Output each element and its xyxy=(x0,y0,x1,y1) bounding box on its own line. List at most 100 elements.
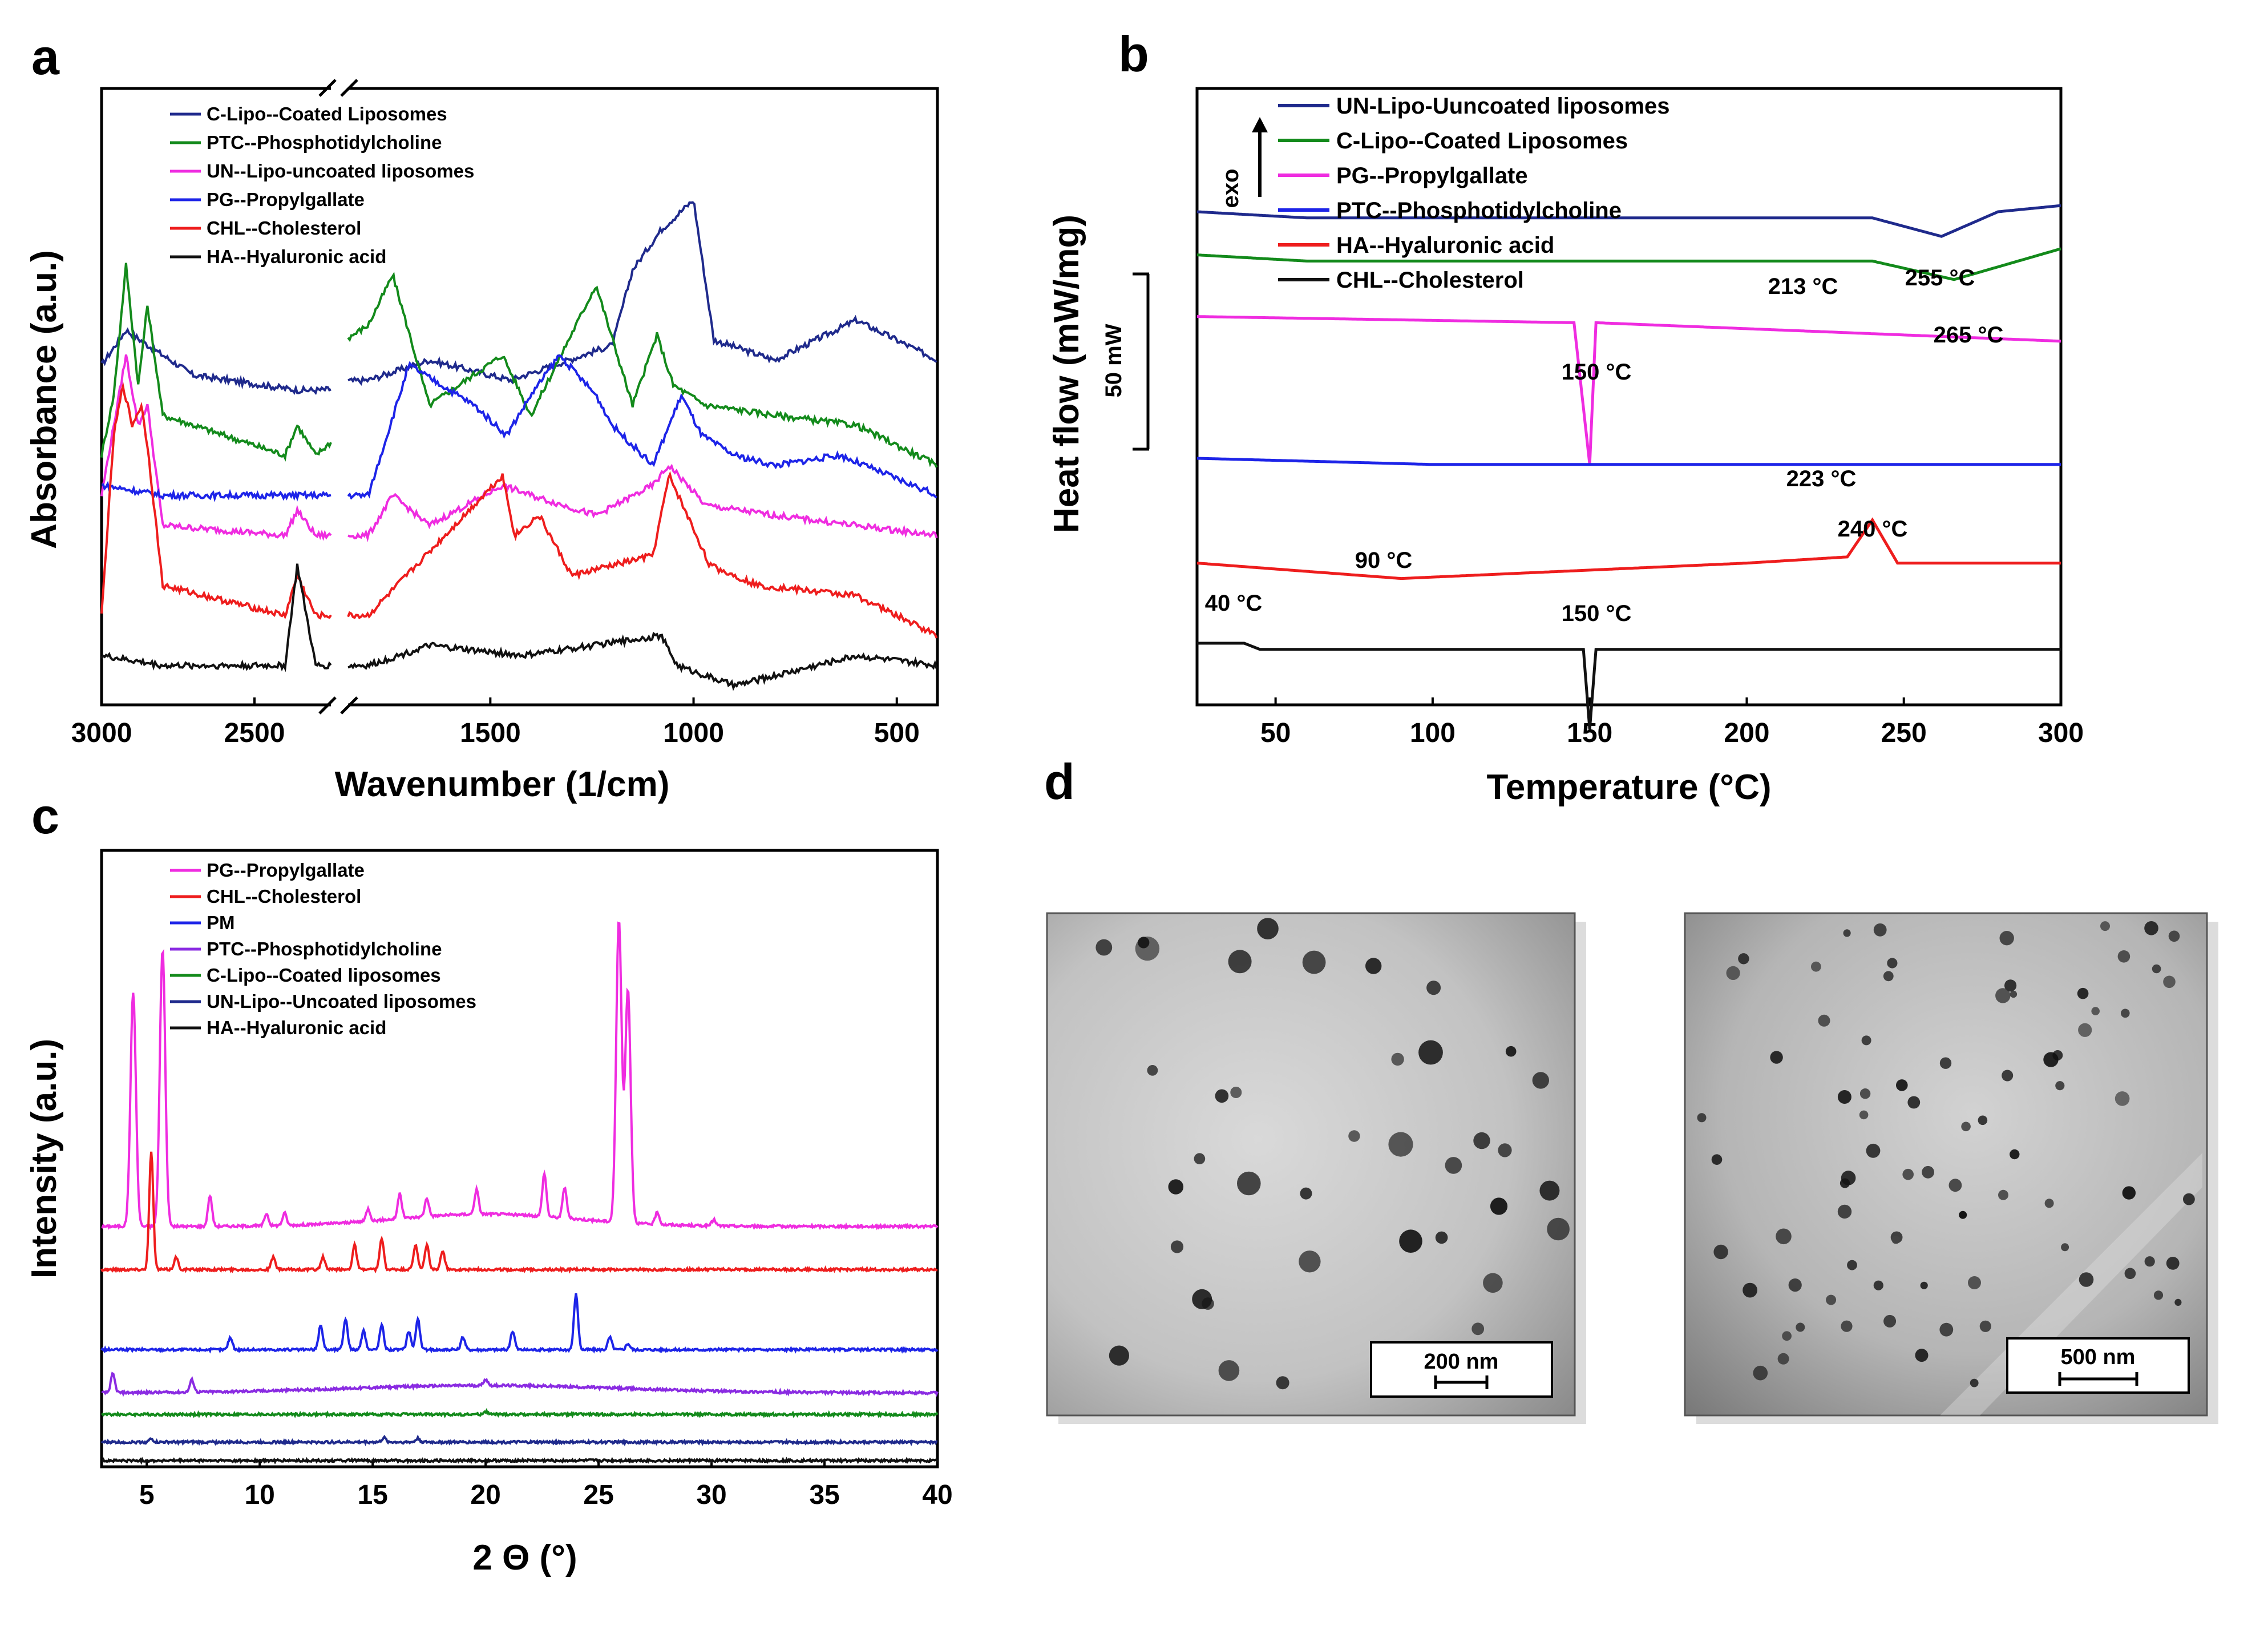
nanoparticle xyxy=(1811,961,1821,972)
nanoparticle xyxy=(1276,1376,1289,1390)
scale-label-left: 200 nm xyxy=(1424,1350,1499,1374)
x-tick-label: 200 xyxy=(1724,718,1769,748)
nanoparticle xyxy=(2052,1050,2063,1060)
series-line-a xyxy=(100,382,332,620)
annotation-150-pg: 150 °C xyxy=(1562,360,1632,385)
nanoparticle xyxy=(1939,1057,1952,1069)
tem-image-left: 200 nm xyxy=(1046,912,1586,1424)
series-line-b xyxy=(1196,517,2061,580)
nanoparticle xyxy=(1095,939,1113,956)
series-line-a xyxy=(347,631,938,691)
nanoparticle xyxy=(1896,1079,1908,1091)
nanoparticle xyxy=(1970,1378,1979,1387)
legend-entry: UN--Lipo-uncoated liposomes xyxy=(207,160,474,181)
nanoparticle xyxy=(1859,1110,1869,1120)
nanoparticle xyxy=(1168,1179,1184,1195)
legend-entry: PG--Propylgallate xyxy=(207,189,365,210)
x-tick-label: 300 xyxy=(2038,718,2084,748)
x-axis-title-c: 2 Θ (°) xyxy=(472,1538,577,1578)
nanoparticle xyxy=(1999,931,2014,946)
legend-entry: HA--Hyaluronic acid xyxy=(207,246,386,267)
nanoparticle xyxy=(2174,1298,2182,1306)
axis-break-mark-bottom-right xyxy=(340,696,358,715)
x-tick-label: 3000 xyxy=(71,718,132,748)
series-lines-c xyxy=(100,921,939,1465)
nanoparticle xyxy=(1861,1035,1871,1046)
nanoparticle xyxy=(1887,958,1898,969)
plot-c-frame xyxy=(100,849,939,1469)
nanoparticle xyxy=(2124,1268,2136,1280)
nanoparticle xyxy=(1738,953,1749,965)
nanoparticle xyxy=(1753,1365,1768,1381)
nanoparticle xyxy=(1426,981,1441,995)
exo-arrow-icon xyxy=(1252,117,1268,197)
nanoparticle xyxy=(1228,950,1252,974)
panel-a: a 3000 2500 1500 1000 500 C-Lipo--Coated Lip… xyxy=(25,29,939,804)
legend-b: UN-Lipo-Uuncoated liposomes C-Lipo--Coate… xyxy=(1278,94,1669,293)
panel-d-label: d xyxy=(1044,753,1075,810)
x-tick-label: 30 xyxy=(696,1480,726,1510)
nanoparticle xyxy=(2055,1081,2065,1091)
nanoparticle xyxy=(1202,1297,1214,1310)
nanoparticle xyxy=(1979,1320,1991,1332)
nanoparticle xyxy=(1713,1244,1728,1260)
series-line-c xyxy=(101,921,939,1231)
y-axis-title-c: Intensity (a.u.) xyxy=(25,1039,64,1278)
series-line-b xyxy=(1196,457,2061,466)
x-tick-label: 1000 xyxy=(663,718,724,748)
legend-entry: C-Lipo--Coated liposomes xyxy=(207,965,441,986)
series-line-a xyxy=(347,201,937,386)
nanoparticle xyxy=(1818,1014,1830,1027)
nanoparticle xyxy=(1796,1322,1805,1332)
x-tick-label: 100 xyxy=(1410,718,1456,748)
nanoparticle xyxy=(2010,990,2018,998)
x-tick-label: 10 xyxy=(244,1480,274,1510)
nanoparticle xyxy=(1230,1087,1242,1098)
y-axis-title-b: Heat flow (mW/mg) xyxy=(1047,215,1086,533)
nanoparticle xyxy=(2163,975,2176,989)
nanoparticle xyxy=(1300,1187,1312,1200)
x-tick-label: 5 xyxy=(139,1480,155,1510)
nanoparticle xyxy=(1939,1322,1954,1337)
scale-box-right xyxy=(2006,1337,2190,1394)
nanoparticle xyxy=(1995,988,2011,1003)
legend-entry: HA--Hyaluronic acid xyxy=(1336,233,1554,258)
series-line-c xyxy=(101,1457,939,1465)
nanoparticle xyxy=(1218,1360,1240,1381)
x-ticks-a: 3000 2500 1500 1000 500 xyxy=(71,697,920,748)
y-axis-title-a: Absorbance (a.u.) xyxy=(25,250,64,549)
x-tick-label: 40 xyxy=(922,1480,952,1510)
scale-label-right: 500 nm xyxy=(2061,1345,2136,1369)
axis-break-mask-a xyxy=(331,80,348,713)
nanoparticle xyxy=(2010,1149,2020,1160)
annotation-40: 40 °C xyxy=(1205,591,1263,616)
nanoparticle xyxy=(1915,1349,1929,1362)
series-line-b xyxy=(1197,642,2061,730)
nanoparticle xyxy=(1873,923,1887,937)
nanoparticle xyxy=(1883,1314,1897,1328)
nanoparticle xyxy=(2153,1290,2164,1300)
nanoparticle xyxy=(1978,1115,1988,1125)
nanoparticle xyxy=(2115,1091,2130,1106)
x-tick-label: 20 xyxy=(470,1480,500,1510)
nanoparticle xyxy=(2100,921,2110,931)
nanoparticle xyxy=(1194,1153,1206,1164)
series-lines-a xyxy=(100,201,938,691)
nanoparticle xyxy=(1388,1132,1413,1157)
nanoparticle xyxy=(1847,1260,1857,1270)
nanoparticle xyxy=(1826,1294,1837,1305)
series-line-a xyxy=(347,272,938,468)
nanoparticle xyxy=(2144,921,2158,935)
nanoparticle xyxy=(2091,1007,2100,1015)
nanoparticle xyxy=(1907,1096,1921,1109)
legend-entry: PTC--Phosphotidylcholine xyxy=(207,132,442,153)
nanoparticle xyxy=(1922,1165,1935,1179)
x-tick-label: 250 xyxy=(1881,718,1927,748)
nanoparticle xyxy=(2077,987,2089,999)
series-line-c xyxy=(100,1151,938,1274)
nanoparticle xyxy=(2168,930,2180,942)
nanoparticle xyxy=(1873,1280,1883,1290)
nanoparticle xyxy=(2122,1186,2136,1200)
legend-entry: PM xyxy=(207,912,235,933)
